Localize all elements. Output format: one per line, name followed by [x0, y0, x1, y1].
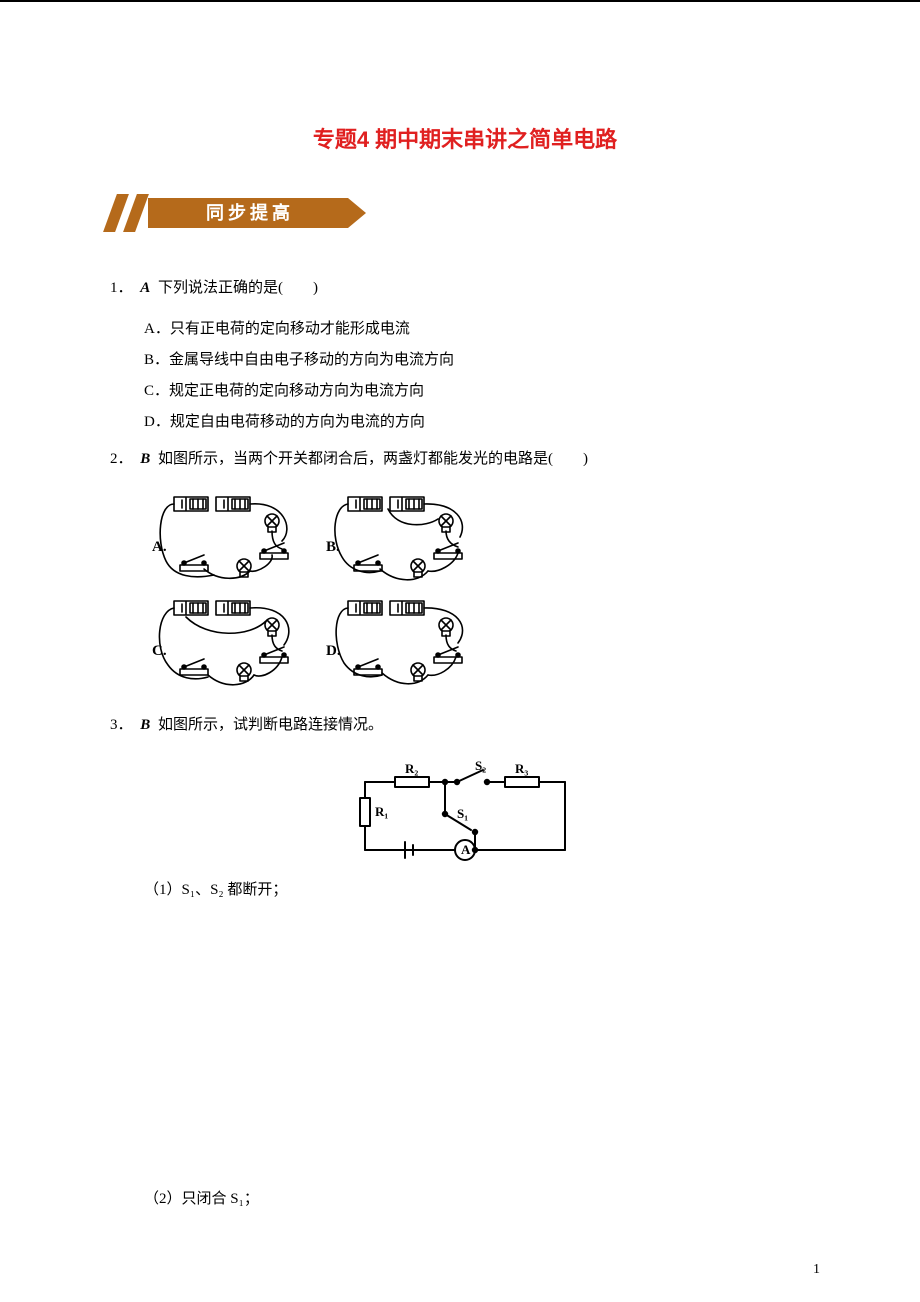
- svg-text:R₃: R₃: [515, 761, 528, 776]
- q3-circuit-figure: R₂ S₂ R₃ S₁ R₁ A: [345, 754, 585, 864]
- q2-number: 2．: [110, 445, 133, 474]
- q3-number: 3．: [110, 711, 133, 740]
- section-banner-label: 同步提高: [160, 198, 340, 228]
- svg-text:R₁: R₁: [375, 804, 388, 819]
- question-2: 2． B 如图所示，当两个开关都闭合后，两盏灯都能发光的电路是( ): [110, 445, 820, 474]
- page-title: 专题4 期中期末串讲之简单电路: [110, 122, 820, 154]
- svg-text:A.: A.: [152, 539, 167, 555]
- q1-opt-a: A．只有正电荷的定向移动才能形成电流: [144, 317, 820, 338]
- q2-circuit-figure: A.B.C.D.: [138, 487, 498, 697]
- q3-stem: 如图所示，试判断电路连接情况。: [158, 717, 383, 733]
- q2-stem: 如图所示，当两个开关都闭合后，两盏灯都能发光的电路是( ): [158, 451, 588, 467]
- q1-level: A: [140, 280, 150, 296]
- question-3: 3． B 如图所示，试判断电路连接情况。: [110, 711, 820, 740]
- svg-text:A: A: [461, 842, 471, 857]
- q3-level: B: [140, 717, 150, 733]
- question-1: 1． A 下列说法正确的是( ): [110, 274, 820, 303]
- q1-opt-c: C．规定正电荷的定向移动方向为电流方向: [144, 379, 820, 400]
- svg-text:S₁: S₁: [457, 806, 468, 821]
- q1-opt-d: D．规定自由电荷移动的方向为电流的方向: [144, 410, 820, 431]
- q1-number: 1．: [110, 274, 133, 303]
- page-number: 1: [813, 1262, 820, 1278]
- svg-text:R₂: R₂: [405, 761, 418, 776]
- section-banner: 同步提高: [100, 194, 350, 234]
- q1-opt-b: B．金属导线中自由电子移动的方向为电流方向: [144, 348, 820, 369]
- q3-sub2: （2）只闭合 S₁；: [110, 1187, 820, 1208]
- q2-level: B: [140, 451, 150, 467]
- q1-stem: 下列说法正确的是( ): [158, 280, 318, 296]
- q3-sub1: （1）S₁、S₂ 都断开；: [110, 878, 820, 899]
- svg-text:S₂: S₂: [475, 758, 486, 773]
